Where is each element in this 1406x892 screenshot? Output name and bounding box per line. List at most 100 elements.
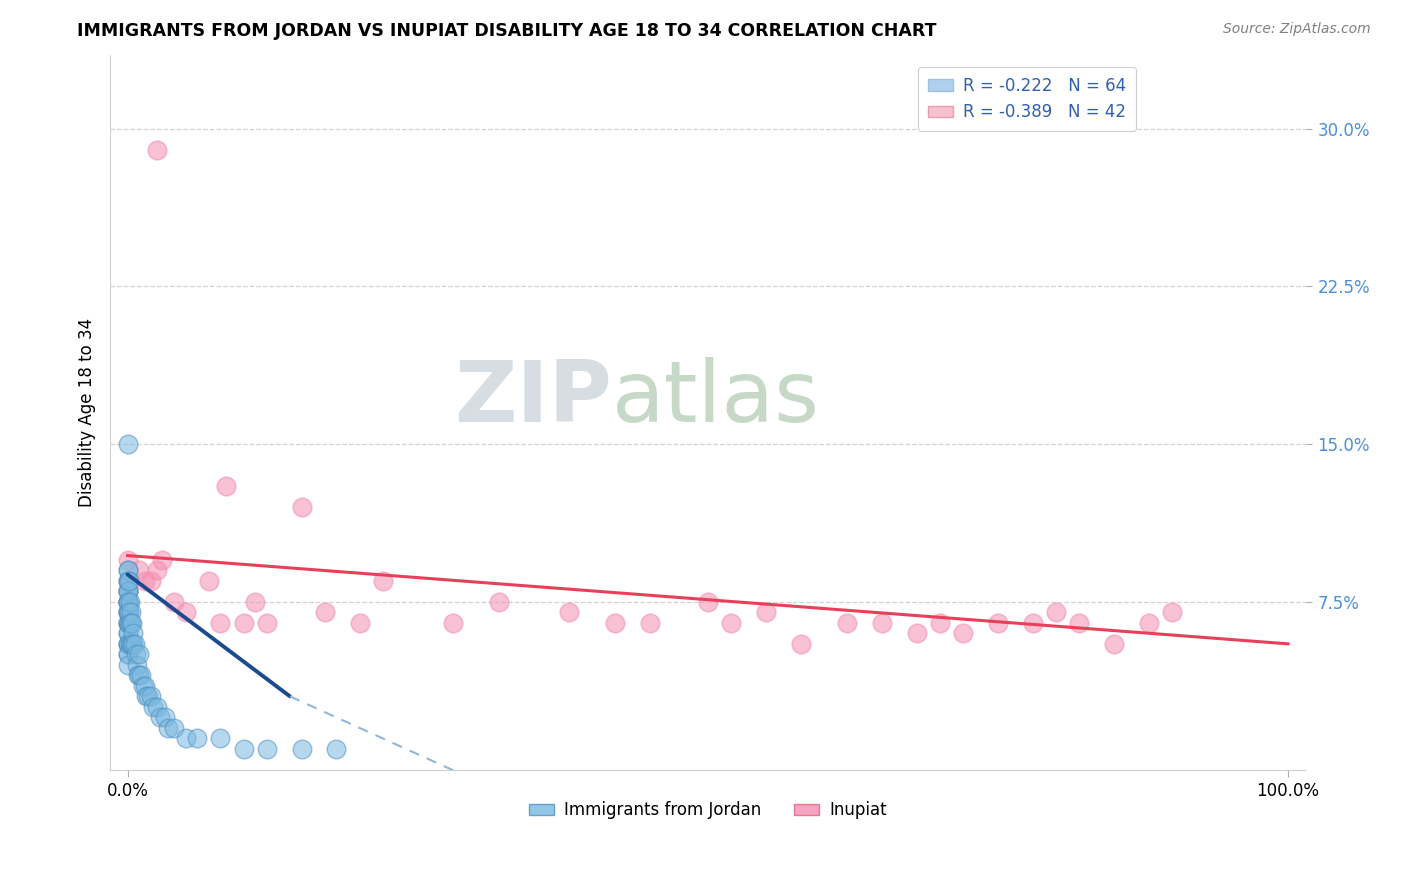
Point [125, 648, 148, 662]
Point [153, 710, 176, 724]
Point [118, 615, 141, 630]
Point [215, 479, 238, 493]
Point [124, 637, 146, 651]
Point [720, 615, 742, 630]
Point [118, 595, 141, 609]
Point [117, 605, 139, 619]
Point [905, 626, 928, 640]
Point [117, 615, 139, 630]
Point [174, 731, 197, 746]
Point [118, 637, 141, 651]
Point [117, 648, 139, 662]
Point [131, 668, 153, 682]
Point [1069, 615, 1091, 630]
Point [120, 615, 142, 630]
Point [117, 595, 139, 609]
Point [209, 731, 232, 746]
Point [232, 615, 254, 630]
Point [1102, 637, 1125, 651]
Point [118, 605, 141, 619]
Point [117, 595, 139, 609]
Point [314, 605, 336, 619]
Point [1161, 605, 1184, 619]
Point [117, 605, 139, 619]
Point [145, 143, 167, 157]
Point [929, 615, 952, 630]
Point [138, 690, 160, 704]
Point [209, 615, 232, 630]
Point [128, 563, 150, 577]
Point [349, 615, 371, 630]
Point [256, 615, 278, 630]
Point [1022, 615, 1045, 630]
Point [139, 690, 162, 704]
Point [755, 605, 778, 619]
Point [134, 574, 156, 588]
Point [122, 637, 145, 651]
Point [245, 595, 267, 609]
Point [638, 615, 661, 630]
Point [371, 574, 394, 588]
Point [117, 584, 139, 599]
Point [117, 595, 139, 609]
Point [117, 574, 139, 588]
Point [117, 605, 139, 619]
Point [163, 721, 186, 735]
Text: atlas: atlas [612, 357, 820, 440]
Point [117, 648, 139, 662]
Point [131, 679, 153, 693]
Point [117, 637, 139, 651]
Point [117, 563, 139, 577]
Point [186, 731, 208, 746]
Point [135, 690, 157, 704]
Point [1045, 605, 1067, 619]
Y-axis label: Disability Age 18 to 34: Disability Age 18 to 34 [79, 318, 96, 508]
Point [117, 584, 139, 599]
Point [117, 437, 139, 451]
Point [145, 700, 167, 714]
Point [117, 595, 139, 609]
Point [120, 605, 142, 619]
Point [291, 500, 314, 515]
Point [117, 637, 139, 651]
Point [117, 574, 139, 588]
Point [789, 637, 811, 651]
Point [117, 615, 139, 630]
Point [117, 605, 139, 619]
Point [256, 742, 278, 756]
Point [122, 626, 145, 640]
Point [488, 595, 510, 609]
Point [117, 626, 139, 640]
Text: ZIP: ZIP [454, 357, 612, 440]
Point [125, 657, 148, 672]
Point [127, 668, 149, 682]
Point [835, 615, 858, 630]
Point [118, 574, 141, 588]
Point [117, 595, 139, 609]
Point [987, 615, 1010, 630]
Point [117, 637, 139, 651]
Point [117, 657, 139, 672]
Point [120, 637, 142, 651]
Point [1137, 615, 1160, 630]
Point [150, 553, 173, 567]
Point [163, 595, 186, 609]
Text: IMMIGRANTS FROM JORDAN VS INUPIAT DISABILITY AGE 18 TO 34 CORRELATION CHART: IMMIGRANTS FROM JORDAN VS INUPIAT DISABI… [77, 22, 936, 40]
Point [117, 563, 139, 577]
Point [952, 626, 974, 640]
Point [117, 626, 139, 640]
Point [117, 584, 139, 599]
Point [291, 742, 314, 756]
Point [557, 605, 579, 619]
Point [232, 742, 254, 756]
Point [157, 721, 180, 735]
Point [441, 615, 464, 630]
Point [325, 742, 347, 756]
Point [118, 615, 141, 630]
Point [134, 679, 156, 693]
Text: Source: ZipAtlas.com: Source: ZipAtlas.com [1223, 22, 1371, 37]
Point [117, 584, 139, 599]
Point [117, 574, 139, 588]
Point [142, 700, 165, 714]
Legend: Immigrants from Jordan, Inupiat: Immigrants from Jordan, Inupiat [522, 795, 894, 826]
